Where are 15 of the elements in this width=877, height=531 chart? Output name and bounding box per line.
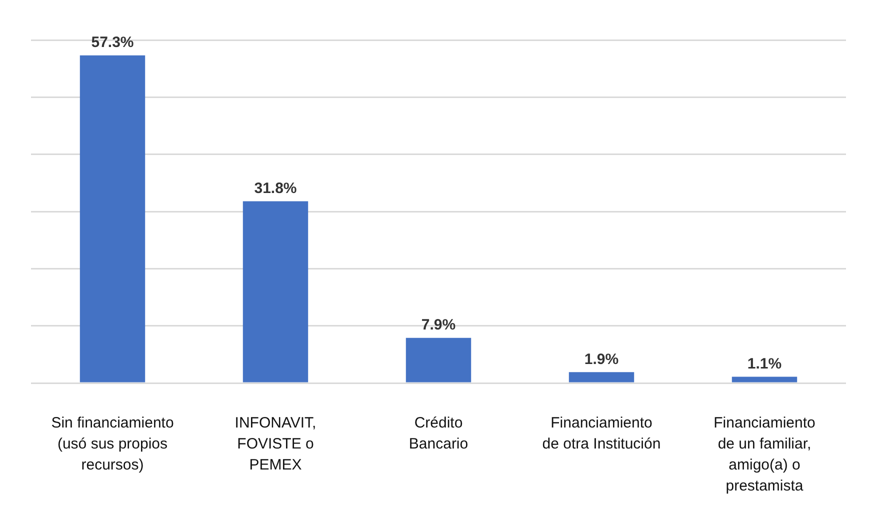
data-label: 1.1%: [747, 355, 782, 372]
data-label: 31.8%: [254, 180, 297, 197]
bar: [406, 338, 472, 382]
bar: [732, 376, 798, 382]
x-tick-label: Sin financiamiento (usó sus propios recursos): [51, 414, 174, 474]
x-tick-label: Financiamiento de otra Institución: [542, 414, 661, 453]
bar: [568, 372, 634, 382]
x-tick-label: INFONAVIT, FOVISTE o PEMEX: [234, 414, 316, 474]
bar: [80, 55, 146, 382]
bar: [242, 201, 308, 382]
data-label: 1.9%: [584, 350, 619, 368]
data-label: 57.3%: [91, 34, 134, 52]
x-tick-label: Crédito Bancario: [408, 414, 468, 453]
x-tick-label: Financiamiento de un familiar, amigo(a) o prestamista: [714, 414, 816, 495]
data-label: 7.9%: [421, 316, 456, 334]
